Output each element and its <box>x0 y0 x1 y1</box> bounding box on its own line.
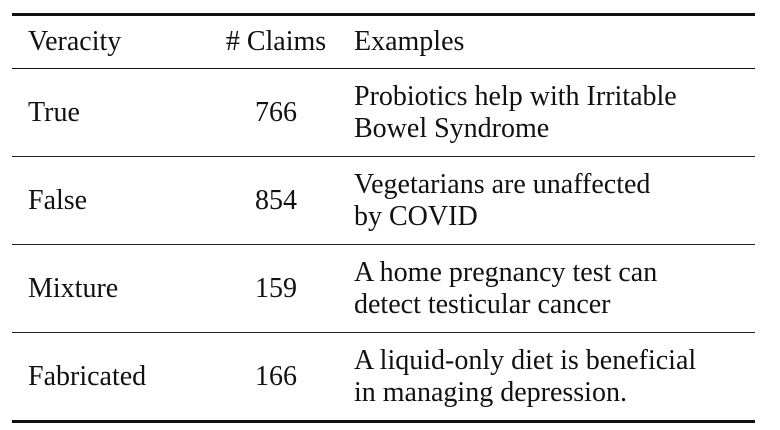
example-text: A home pregnancy test can detect testicu… <box>354 256 658 320</box>
table-row: Mixture 159 A home pregnancy test can de… <box>12 245 755 333</box>
claims-table: Veracity # Claims Examples True 766 Prob… <box>12 13 755 423</box>
header-veracity: Veracity <box>28 26 122 57</box>
table-row: True 766 Probiotics help with Irritable … <box>12 69 755 157</box>
example-text: Vegetarians are unaffected by COVID <box>354 168 651 232</box>
example-cell: Probiotics help with Irritable Bowel Syn… <box>354 69 755 157</box>
claims-count-cell: 159 <box>255 272 297 304</box>
table-header-row: Veracity # Claims Examples <box>12 14 755 69</box>
example-cell: A liquid-only diet is beneficial in mana… <box>354 333 755 422</box>
claims-count-cell: 854 <box>255 184 297 216</box>
header-examples: Examples <box>354 26 465 57</box>
example-cell: Vegetarians are unaffected by COVID <box>354 157 755 245</box>
claims-count-cell: 766 <box>255 96 297 128</box>
claims-count-cell: 166 <box>255 360 297 392</box>
table-row: False 854 Vegetarians are unaffected by … <box>12 157 755 245</box>
veracity-cell: Fabricated <box>28 360 147 392</box>
claims-table-container: Veracity # Claims Examples True 766 Prob… <box>12 13 755 423</box>
table-row: Fabricated 166 A liquid-only diet is ben… <box>12 333 755 422</box>
veracity-cell: True <box>28 96 80 128</box>
veracity-cell: False <box>28 184 88 216</box>
header-claims: # Claims <box>225 26 327 57</box>
veracity-cell: Mixture <box>28 272 119 304</box>
example-cell: A home pregnancy test can detect testicu… <box>354 245 755 333</box>
example-text: A liquid-only diet is beneficial in mana… <box>354 344 697 408</box>
example-text: Probiotics help with Irritable Bowel Syn… <box>354 80 677 144</box>
